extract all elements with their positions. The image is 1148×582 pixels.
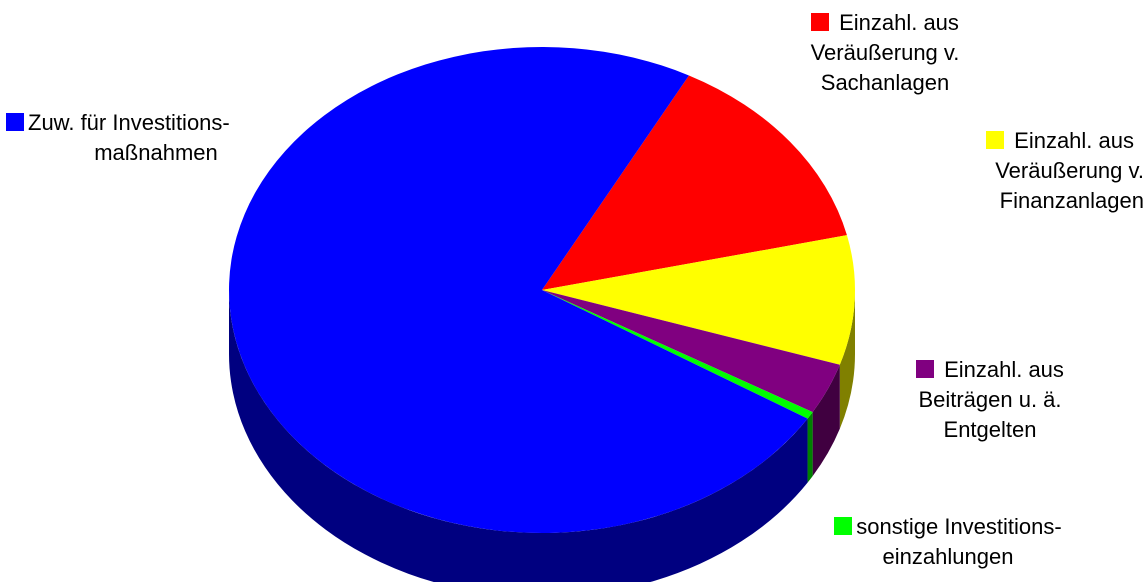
pie-side-800080 [812,364,840,477]
legend-label-line: Veräußerung v. [810,40,960,65]
legend-item-sachanlagen: Einzahl. aus Veräußerung v. Sachanlagen [775,8,995,98]
pie-slice-2 [542,290,840,413]
legend-item-zuwendungen: Zuw. für Investitions- maßnahmen [6,108,306,168]
legend-swatch-blue [6,113,24,131]
legend-item-beitraege: Einzahl. aus Beiträgen u. ä. Entgelten [880,355,1100,445]
pie-side-00ff00 [807,412,813,483]
legend-label-line: Finanzanlagen [999,188,1144,213]
legend-label-line: Einzahl. aus [839,10,959,35]
legend-label-line: Entgelten [943,417,1037,442]
legend-item-finanzanlagen: Einzahl. aus Veräußerung v. Finanzanlage… [920,126,1144,216]
legend-label-line: maßnahmen [94,140,218,165]
legend-swatch-red [811,13,830,31]
pie-top-face [229,47,855,534]
legend-label-line: Veräußerung v. [995,158,1144,183]
legend-label-line: Einzahl. aus [1014,128,1134,153]
pie-slice-0 [542,75,847,291]
legend-label-line: Sachanlagen [820,70,950,95]
pie-side-0000ff [229,290,808,582]
legend-label-line: Einzahl. aus [944,357,1064,382]
pie-slice-4 [229,47,808,534]
legend-label-line: einzahlungen [882,544,1014,569]
legend-item-sonstige: sonstige Investitions- einzahlungen [798,512,1098,572]
legend-label-line: sonstige Investitions- [856,514,1062,539]
legend-swatch-green [834,517,853,535]
legend-label-line: Beiträgen u. ä. [918,387,1062,412]
pie-side-walls [229,290,855,582]
legend-label-line: Zuw. für Investitions- [28,110,230,135]
pie-slice-1 [542,235,855,365]
pie-side-ffff00 [839,290,855,429]
pie-slice-3 [542,290,813,419]
legend-swatch-yellow [986,131,1005,149]
legend-swatch-purple [916,360,935,378]
